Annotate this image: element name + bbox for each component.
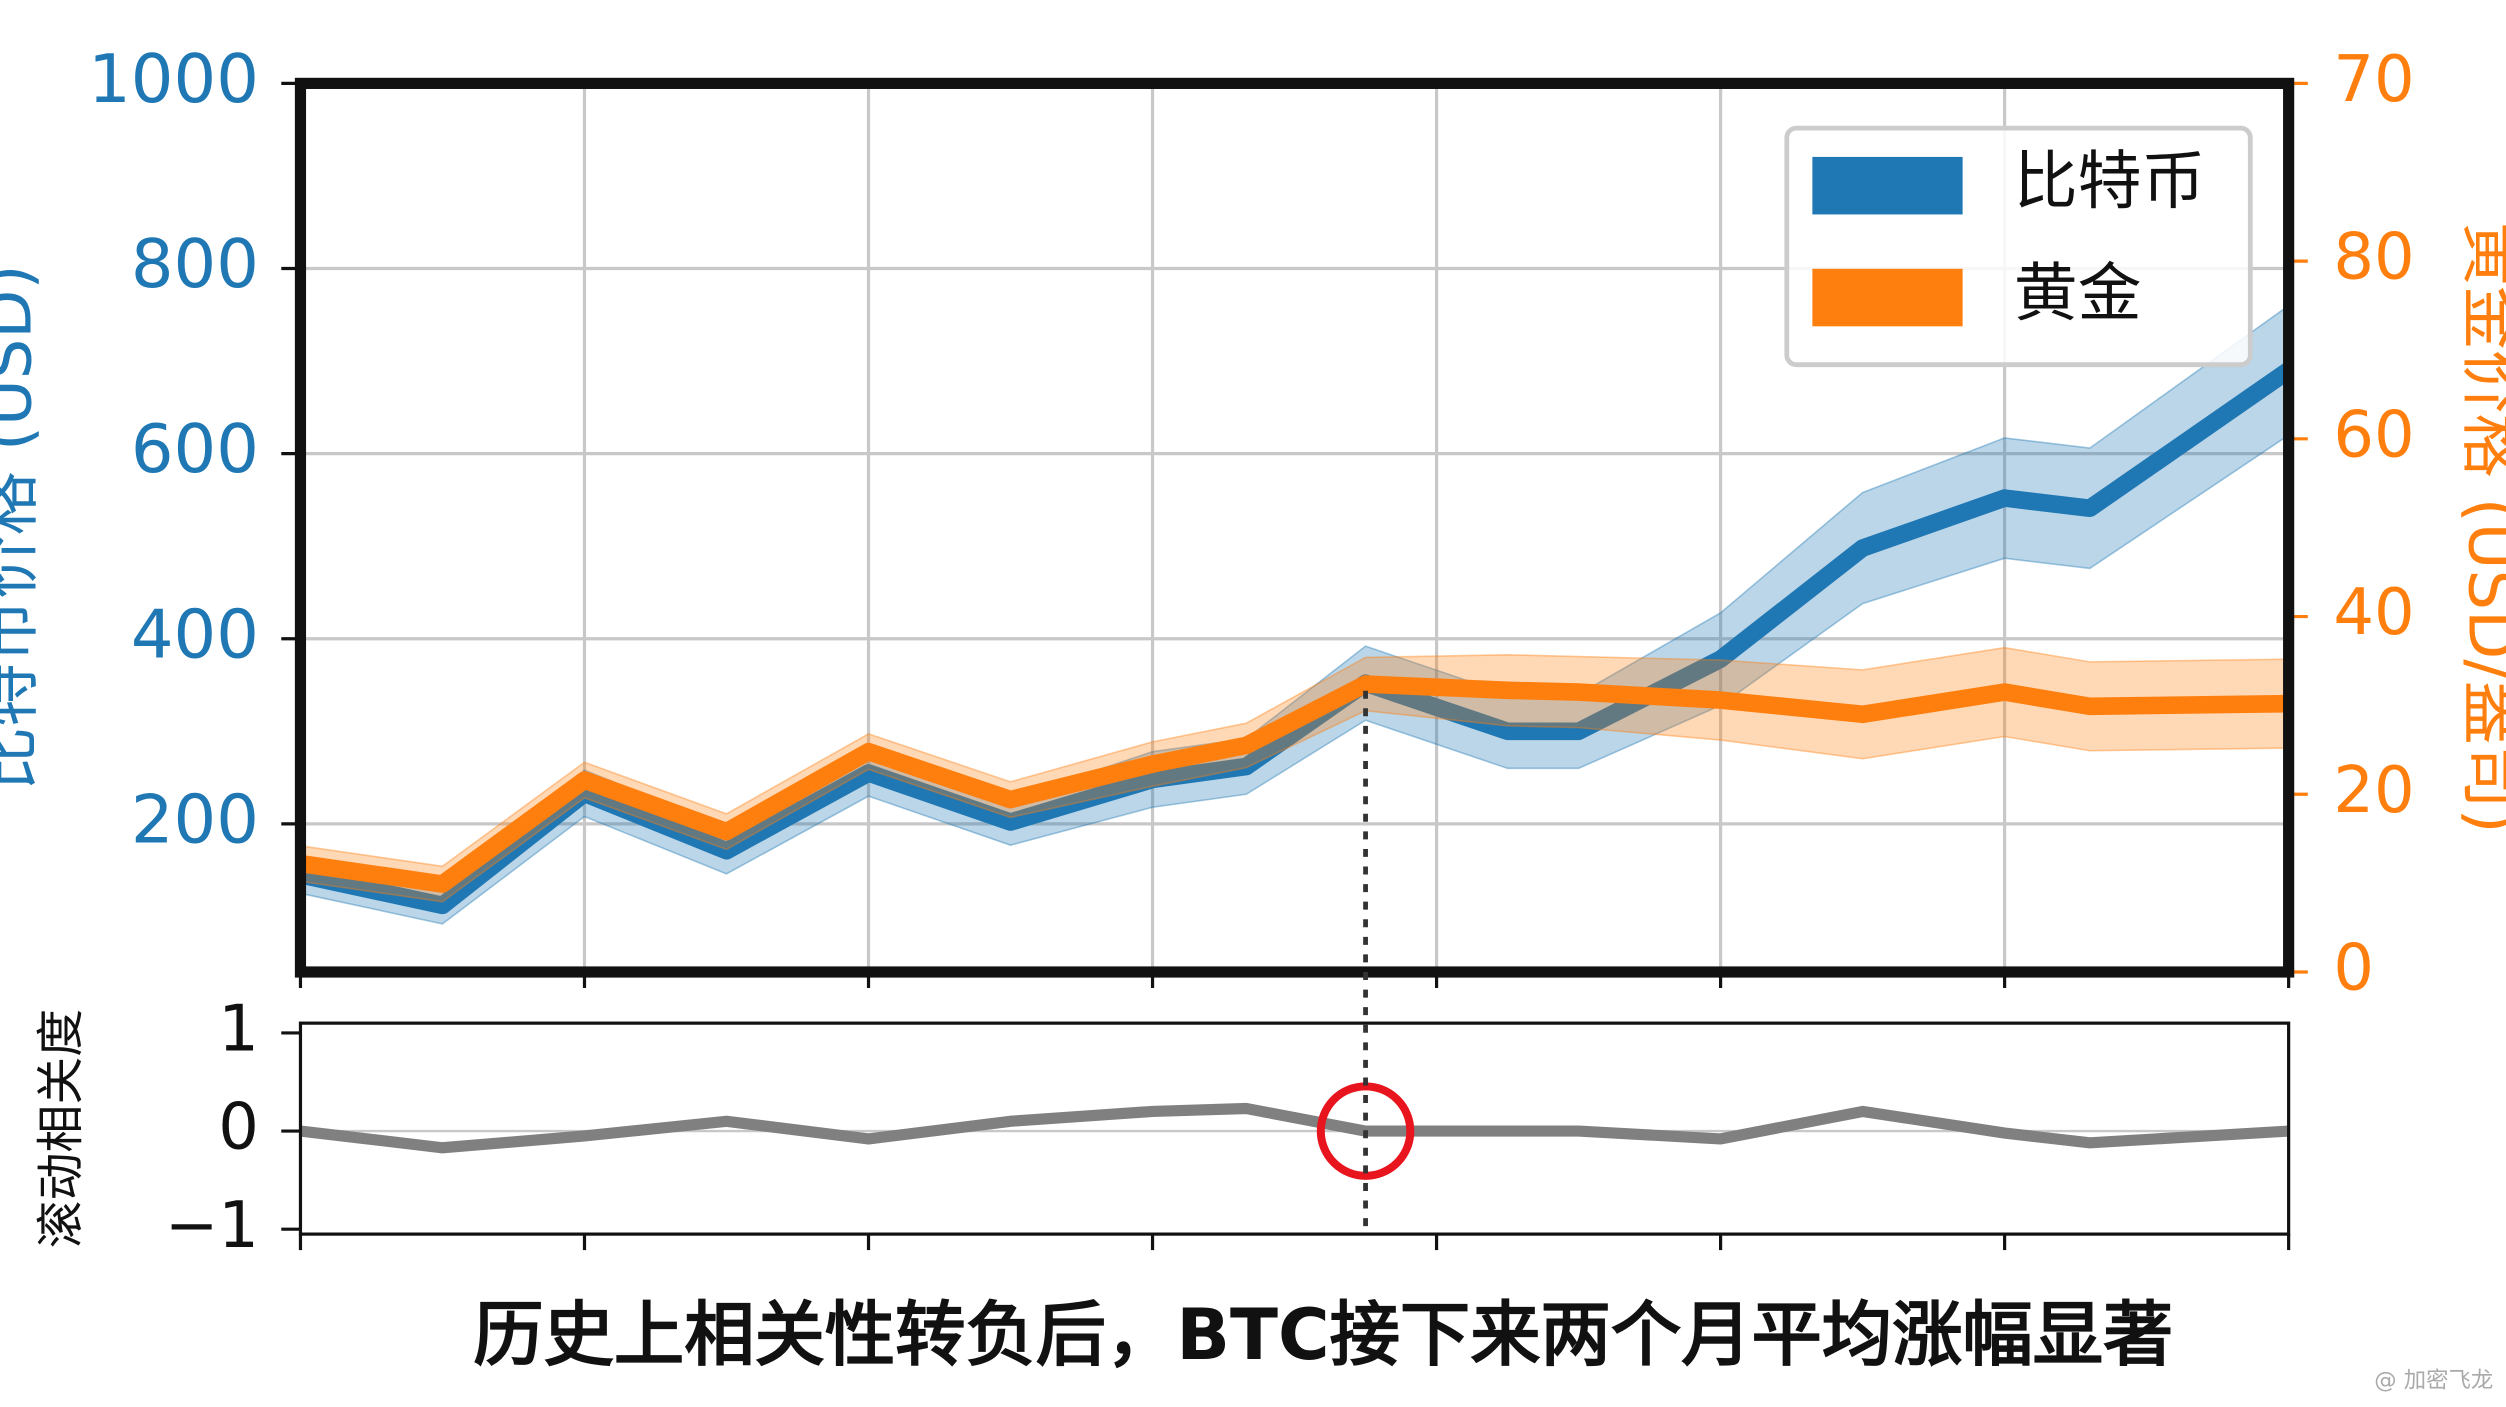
y-tick-label: 0 — [218, 1091, 259, 1165]
y2-tick-label: 20 — [2333, 754, 2414, 828]
y-axis-label: 比特币价格 (USD) — [0, 265, 46, 791]
y2-tick-label: 60 — [2333, 398, 2414, 472]
legend-label: 黄金 — [2014, 257, 2142, 331]
y-tick-label: 600 — [131, 410, 259, 488]
y2-tick-label: 80 — [2333, 221, 2414, 295]
y-tick-label: 200 — [131, 780, 259, 858]
watermark: @ 加密飞龙 — [2374, 1368, 2493, 1394]
y-tick-label: 1000 — [88, 40, 259, 118]
plot-frame — [294, 77, 2295, 978]
y2-tick-label: 70 — [2333, 43, 2414, 117]
legend-swatch — [1812, 268, 1963, 327]
y2-tick-label: 0 — [2333, 932, 2374, 1006]
y-tick-label: 400 — [131, 595, 259, 673]
y2-axis-label: 黄金价格 (USD/盎司) — [2453, 222, 2506, 834]
data-line — [298, 363, 2294, 915]
caption: 历史上相关性转负后，BTC接下来两个月平均涨幅显著 — [473, 1294, 2173, 1376]
highlight-circle — [1316, 1082, 1415, 1180]
y2-tick-label: 40 — [2333, 576, 2414, 650]
error-band — [299, 303, 2290, 925]
y-tick-label: −1 — [165, 1189, 259, 1263]
plot-frame — [298, 1021, 2291, 1236]
y-tick-label: 800 — [131, 225, 259, 303]
legend-swatch — [1812, 156, 1963, 215]
legend-label: 比特币 — [2014, 145, 2206, 219]
y-axis-label: 滚动相关度 — [34, 1009, 89, 1249]
data-line — [299, 675, 2289, 893]
data-line — [299, 1102, 2289, 1154]
y-tick-label: 1 — [218, 993, 259, 1067]
